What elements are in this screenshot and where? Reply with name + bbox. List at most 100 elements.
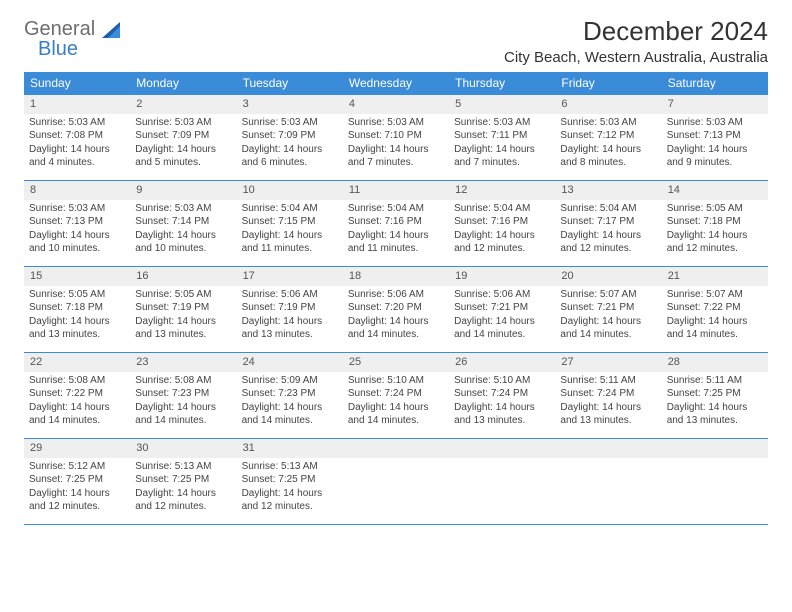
calendar-cell (662, 439, 768, 525)
day-number: 22 (24, 353, 130, 372)
day-info: Sunrise: 5:04 AMSunset: 7:16 PMDaylight:… (454, 202, 550, 256)
day-info: Sunrise: 5:03 AMSunset: 7:08 PMDaylight:… (29, 116, 125, 170)
day-number: 20 (555, 267, 661, 286)
calendar-row: 8 Sunrise: 5:03 AMSunset: 7:13 PMDaylight… (24, 181, 768, 267)
day-number: 12 (449, 181, 555, 200)
day-info: Sunrise: 5:03 AMSunset: 7:12 PMDaylight:… (560, 116, 656, 170)
day-number: 23 (130, 353, 236, 372)
day-info: Sunrise: 5:13 AMSunset: 7:25 PMDaylight:… (242, 460, 338, 514)
calendar-cell (449, 439, 555, 525)
calendar-cell: 22Sunrise: 5:08 AMSunset: 7:22 PMDayligh… (24, 353, 130, 439)
day-info: Sunrise: 5:04 AMSunset: 7:17 PMDaylight:… (560, 202, 656, 256)
day-number: 16 (130, 267, 236, 286)
day-number: 28 (662, 353, 768, 372)
day-info: Sunrise: 5:06 AMSunset: 7:21 PMDaylight:… (454, 288, 550, 342)
day-info: Sunrise: 5:11 AMSunset: 7:25 PMDaylight:… (667, 374, 763, 428)
day-info: Sunrise: 5:09 AMSunset: 7:23 PMDaylight:… (242, 374, 338, 428)
day-number: 10 (237, 181, 343, 200)
weekday-header: Thursday (449, 72, 555, 95)
day-info: Sunrise: 5:03 AMSunset: 7:14 PMDaylight:… (135, 202, 231, 256)
calendar-cell: 4 Sunrise: 5:03 AMSunset: 7:10 PMDaylight… (343, 95, 449, 181)
calendar-table: Sunday Monday Tuesday Wednesday Thursday… (24, 72, 768, 525)
day-info: Sunrise: 5:05 AMSunset: 7:18 PMDaylight:… (29, 288, 125, 342)
calendar-cell: 27Sunrise: 5:11 AMSunset: 7:24 PMDayligh… (555, 353, 661, 439)
calendar-body: 1 Sunrise: 5:03 AMSunset: 7:08 PMDaylight… (24, 95, 768, 525)
logo-text-blue: Blue (38, 38, 78, 61)
day-number: 29 (24, 439, 130, 458)
calendar-cell: 13 Sunrise: 5:04 AMSunset: 7:17 PMDayligh… (555, 181, 661, 267)
day-info: Sunrise: 5:03 AMSunset: 7:13 PMDaylight:… (29, 202, 125, 256)
day-number: 6 (555, 95, 661, 114)
calendar-cell: 20Sunrise: 5:07 AMSunset: 7:21 PMDayligh… (555, 267, 661, 353)
day-number: 21 (662, 267, 768, 286)
day-number: 24 (237, 353, 343, 372)
day-number: 2 (130, 95, 236, 114)
calendar-row: 15 Sunrise: 5:05 AMSunset: 7:18 PMDayligh… (24, 267, 768, 353)
day-number: 8 (24, 181, 130, 200)
weekday-header-row: Sunday Monday Tuesday Wednesday Thursday… (24, 72, 768, 95)
calendar-cell: 24 Sunrise: 5:09 AMSunset: 7:23 PMDayligh… (237, 353, 343, 439)
calendar-cell: 28 Sunrise: 5:11 AMSunset: 7:25 PMDayligh… (662, 353, 768, 439)
calendar-cell: 31Sunrise: 5:13 AMSunset: 7:25 PMDayligh… (237, 439, 343, 525)
day-info: Sunrise: 5:05 AMSunset: 7:18 PMDaylight:… (667, 202, 763, 256)
calendar-row: 29 Sunrise: 5:12 AMSunset: 7:25 PMDayligh… (24, 439, 768, 525)
calendar-cell: 26Sunrise: 5:10 AMSunset: 7:24 PMDayligh… (449, 353, 555, 439)
day-number: 9 (130, 181, 236, 200)
weekday-header: Tuesday (237, 72, 343, 95)
day-info: Sunrise: 5:03 AMSunset: 7:10 PMDaylight:… (348, 116, 444, 170)
calendar-cell: 25 Sunrise: 5:10 AMSunset: 7:24 PMDayligh… (343, 353, 449, 439)
day-info: Sunrise: 5:06 AMSunset: 7:19 PMDaylight:… (242, 288, 338, 342)
day-number: 5 (449, 95, 555, 114)
day-number: 17 (237, 267, 343, 286)
calendar-cell: 18Sunrise: 5:06 AMSunset: 7:20 PMDayligh… (343, 267, 449, 353)
day-info: Sunrise: 5:04 AMSunset: 7:16 PMDaylight:… (348, 202, 444, 256)
day-info: Sunrise: 5:04 AMSunset: 7:15 PMDaylight:… (242, 202, 338, 256)
day-number: 18 (343, 267, 449, 286)
calendar-cell: 29 Sunrise: 5:12 AMSunset: 7:25 PMDayligh… (24, 439, 130, 525)
day-number (555, 439, 661, 458)
calendar-cell: 9 Sunrise: 5:03 AMSunset: 7:14 PMDaylight… (130, 181, 236, 267)
calendar-cell: 6 Sunrise: 5:03 AMSunset: 7:12 PMDaylight… (555, 95, 661, 181)
day-number: 4 (343, 95, 449, 114)
day-info: Sunrise: 5:08 AMSunset: 7:23 PMDaylight:… (135, 374, 231, 428)
weekday-header: Sunday (24, 72, 130, 95)
calendar-cell: 30Sunrise: 5:13 AMSunset: 7:25 PMDayligh… (130, 439, 236, 525)
calendar-cell: 21 Sunrise: 5:07 AMSunset: 7:22 PMDayligh… (662, 267, 768, 353)
calendar-cell: 1 Sunrise: 5:03 AMSunset: 7:08 PMDaylight… (24, 95, 130, 181)
day-number: 11 (343, 181, 449, 200)
calendar-cell: 16 Sunrise: 5:05 AMSunset: 7:19 PMDayligh… (130, 267, 236, 353)
day-number: 13 (555, 181, 661, 200)
calendar-cell (555, 439, 661, 525)
calendar-cell: 11 Sunrise: 5:04 AMSunset: 7:16 PMDayligh… (343, 181, 449, 267)
day-info: Sunrise: 5:03 AMSunset: 7:09 PMDaylight:… (135, 116, 231, 170)
calendar-cell: 10 Sunrise: 5:04 AMSunset: 7:15 PMDayligh… (237, 181, 343, 267)
day-info: Sunrise: 5:07 AMSunset: 7:22 PMDaylight:… (667, 288, 763, 342)
day-info: Sunrise: 5:12 AMSunset: 7:25 PMDaylight:… (29, 460, 125, 514)
day-number: 1 (24, 95, 130, 114)
calendar-cell: 17 Sunrise: 5:06 AMSunset: 7:19 PMDayligh… (237, 267, 343, 353)
header: General Blue December 2024 City Beach, W… (24, 16, 768, 66)
day-number: 15 (24, 267, 130, 286)
month-title: December 2024 (504, 16, 768, 47)
calendar-cell: 5Sunrise: 5:03 AMSunset: 7:11 PMDaylight… (449, 95, 555, 181)
day-number: 26 (449, 353, 555, 372)
day-info: Sunrise: 5:10 AMSunset: 7:24 PMDaylight:… (348, 374, 444, 428)
weekday-header: Monday (130, 72, 236, 95)
day-number: 19 (449, 267, 555, 286)
weekday-header: Wednesday (343, 72, 449, 95)
day-number (449, 439, 555, 458)
day-number: 14 (662, 181, 768, 200)
calendar-cell: 19 Sunrise: 5:06 AMSunset: 7:21 PMDayligh… (449, 267, 555, 353)
calendar-cell: 15 Sunrise: 5:05 AMSunset: 7:18 PMDayligh… (24, 267, 130, 353)
day-info: Sunrise: 5:03 AMSunset: 7:13 PMDaylight:… (667, 116, 763, 170)
day-number: 25 (343, 353, 449, 372)
logo-sail-icon (102, 22, 126, 38)
calendar-cell (343, 439, 449, 525)
calendar-cell: 12 Sunrise: 5:04 AMSunset: 7:16 PMDayligh… (449, 181, 555, 267)
day-info: Sunrise: 5:03 AMSunset: 7:09 PMDaylight:… (242, 116, 338, 170)
calendar-row: 1 Sunrise: 5:03 AMSunset: 7:08 PMDaylight… (24, 95, 768, 181)
calendar-cell: 14 Sunrise: 5:05 AMSunset: 7:18 PMDayligh… (662, 181, 768, 267)
day-info: Sunrise: 5:05 AMSunset: 7:19 PMDaylight:… (135, 288, 231, 342)
weekday-header: Friday (555, 72, 661, 95)
title-block: December 2024 City Beach, Western Austra… (504, 16, 768, 66)
